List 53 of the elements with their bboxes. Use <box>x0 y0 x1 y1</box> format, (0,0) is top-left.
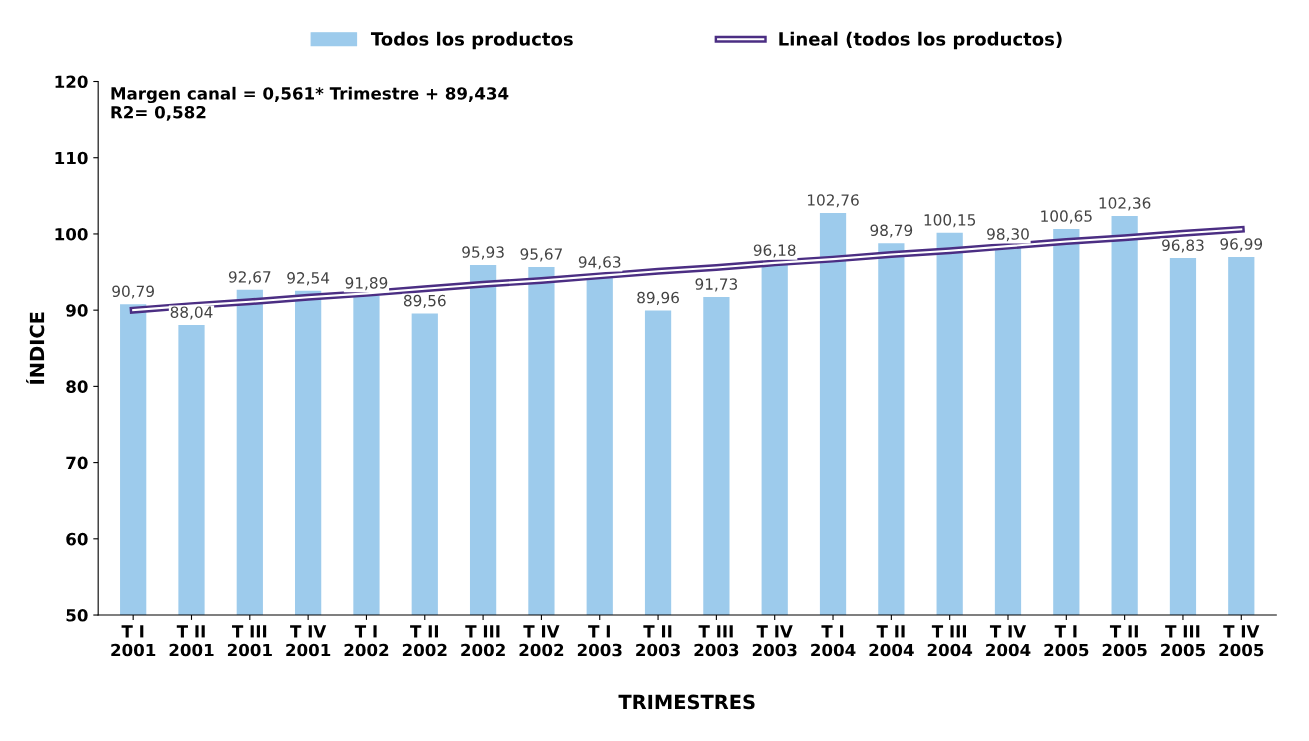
y-axis-title: ÍNDICE <box>26 312 45 384</box>
data-label: 90,79 <box>112 285 154 299</box>
y-tick-label: 70 <box>66 456 88 470</box>
data-label: 92,67 <box>228 271 271 285</box>
data-label: 96,83 <box>1162 239 1204 253</box>
x-tick-label: T IV 2001 <box>286 625 331 657</box>
x-tick-label: T IV 2005 <box>1219 625 1264 657</box>
data-label: 102,76 <box>807 194 859 208</box>
data-label: 91,89 <box>345 277 388 291</box>
x-tick-label: T II 2005 <box>1102 625 1147 657</box>
legend-label: Lineal (todos los productos) <box>779 31 1062 50</box>
x-tick-label: T II 2002 <box>402 625 447 657</box>
data-label: 95,93 <box>462 246 504 260</box>
data-label: 100,65 <box>1041 210 1092 224</box>
x-tick-label: T II 2004 <box>869 625 914 657</box>
annotation: Margen canal = 0,561* Trimestre + 89,434 R2= 0,582 <box>111 86 509 121</box>
data-label: 94,63 <box>578 256 621 270</box>
data-label: 102,36 <box>1099 197 1151 211</box>
data-label: 91,73 <box>695 278 738 292</box>
data-label: 96,99 <box>1220 238 1263 252</box>
x-tick-label: T III 2005 <box>1161 625 1205 657</box>
x-tick-label: T I 2004 <box>811 625 856 657</box>
x-tick-label: T I 2002 <box>344 625 389 657</box>
x-tick-label: T I 2001 <box>111 625 156 657</box>
data-label: 96,18 <box>753 244 796 258</box>
x-tick-label: T II 2003 <box>636 625 680 657</box>
data-label: 100,15 <box>924 214 976 228</box>
legend-label: Todos los productos <box>370 31 573 50</box>
x-tick-label: T II 2001 <box>169 625 214 657</box>
data-label: 92,54 <box>287 272 330 286</box>
x-tick-label: T IV 2004 <box>986 625 1031 657</box>
x-axis-title: TRIMESTRES <box>618 694 755 710</box>
y-tick-label: 120 <box>55 75 88 89</box>
y-tick-label: 50 <box>66 608 88 622</box>
x-tick-label: T III 2001 <box>227 625 272 657</box>
y-tick-label: 60 <box>66 532 88 546</box>
x-tick-label: T III 2004 <box>927 625 973 657</box>
data-label: 98,79 <box>870 224 913 238</box>
y-tick-label: 110 <box>55 151 88 165</box>
data-label: 89,56 <box>403 294 446 308</box>
x-tick-label: T III 2003 <box>694 625 739 657</box>
y-tick-label: 100 <box>55 227 88 241</box>
y-tick-label: 80 <box>66 380 88 393</box>
data-label: 98,30 <box>987 228 1029 242</box>
x-tick-label: T III 2002 <box>461 625 505 657</box>
data-label: 95,67 <box>520 248 562 262</box>
x-tick-label: T I 2005 <box>1044 625 1089 657</box>
x-tick-label: T I 2003 <box>577 625 622 657</box>
data-label: 89,96 <box>637 291 679 305</box>
y-tick-label: 90 <box>66 304 88 317</box>
x-tick-label: T IV 2002 <box>519 625 564 657</box>
x-tick-label: T IV 2003 <box>752 625 797 657</box>
data-label: 88,04 <box>170 306 213 320</box>
